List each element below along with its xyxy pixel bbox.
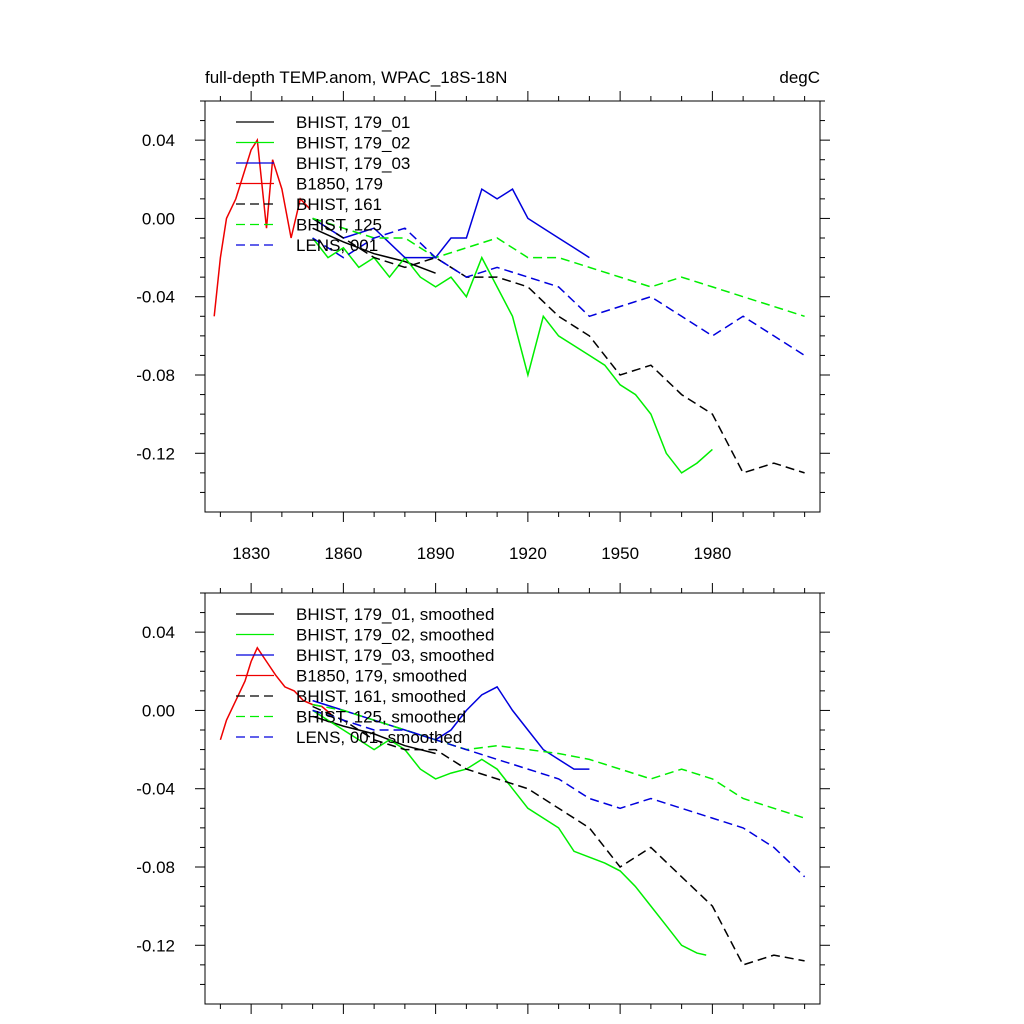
x-axis (219, 583, 806, 1014)
plot-frame (204, 592, 821, 1005)
x-tick-label: 1920 (509, 544, 547, 563)
y-tick-label: 0.04 (142, 131, 175, 150)
series-line (312, 227, 436, 274)
top-panel: full-depth TEMP.anom, WPAC_18S-18N degC … (136, 68, 830, 563)
legend-label: BHIST, 179_03, smoothed (296, 646, 494, 665)
y-tick-label: 0.00 (142, 209, 175, 228)
y-tick-label: 0.04 (142, 623, 175, 642)
units-label: degC (779, 68, 820, 87)
y-tick-label: -0.08 (136, 366, 175, 385)
y-axis: 0.04 0.00 -0.04 -0.08 -0.12 (136, 592, 830, 985)
y-tick-label: 0.00 (142, 701, 175, 720)
legend-label: LENS, 001 (296, 236, 378, 255)
legend-label: B1850, 179, smoothed (296, 667, 467, 686)
legend-label: BHIST, 179_03 (296, 154, 410, 173)
legend-label: BHIST, 179_01 (296, 113, 410, 132)
series-layer (213, 137, 806, 474)
x-tick-label: 1860 (324, 544, 362, 563)
series-line (312, 705, 805, 966)
plot-frame (204, 100, 821, 513)
y-axis: 0.04 0.00 -0.04 -0.08 -0.12 (136, 100, 830, 493)
legend-label: BHIST, 161, smoothed (296, 687, 466, 706)
legend-label: LENS, 001, smoothed (296, 728, 462, 747)
x-tick-label: 1950 (601, 544, 639, 563)
series-line (312, 227, 806, 357)
x-tick-label: 1830 (232, 544, 270, 563)
x-axis: 1830 1860 1890 1920 1950 1980 (219, 91, 806, 563)
legend-label: BHIST, 179_02, smoothed (296, 626, 494, 645)
y-tick-label: -0.12 (136, 444, 175, 463)
y-tick-label: -0.04 (136, 288, 175, 307)
x-tick-label: 1980 (693, 544, 731, 563)
chart-title: full-depth TEMP.anom, WPAC_18S-18N (205, 68, 507, 87)
y-tick-label: -0.04 (136, 780, 175, 799)
legend-label: BHIST, 179_02 (296, 134, 410, 153)
legend-label: BHIST, 161 (296, 195, 382, 214)
legend-label: B1850, 179 (296, 175, 383, 194)
legend: BHIST, 179_01, smoothed BHIST, 179_02, sm… (236, 605, 494, 747)
legend-label: BHIST, 179_01, smoothed (296, 605, 494, 624)
series-line (312, 237, 713, 474)
series-line (312, 709, 707, 956)
bottom-panel: 0.04 0.00 -0.04 -0.08 -0.12 BHIST, 179_01, s… (136, 583, 830, 1014)
x-tick-label: 1890 (417, 544, 455, 563)
legend-label: BHIST, 125 (296, 216, 382, 235)
y-tick-label: -0.12 (136, 936, 175, 955)
series-line (312, 217, 805, 318)
series-line (219, 646, 332, 741)
series-line (312, 703, 805, 819)
series-layer (219, 646, 806, 966)
series-line (213, 137, 311, 317)
legend-label: BHIST, 125, smoothed (296, 708, 466, 727)
y-tick-label: -0.08 (136, 858, 175, 877)
series-line (312, 709, 806, 878)
